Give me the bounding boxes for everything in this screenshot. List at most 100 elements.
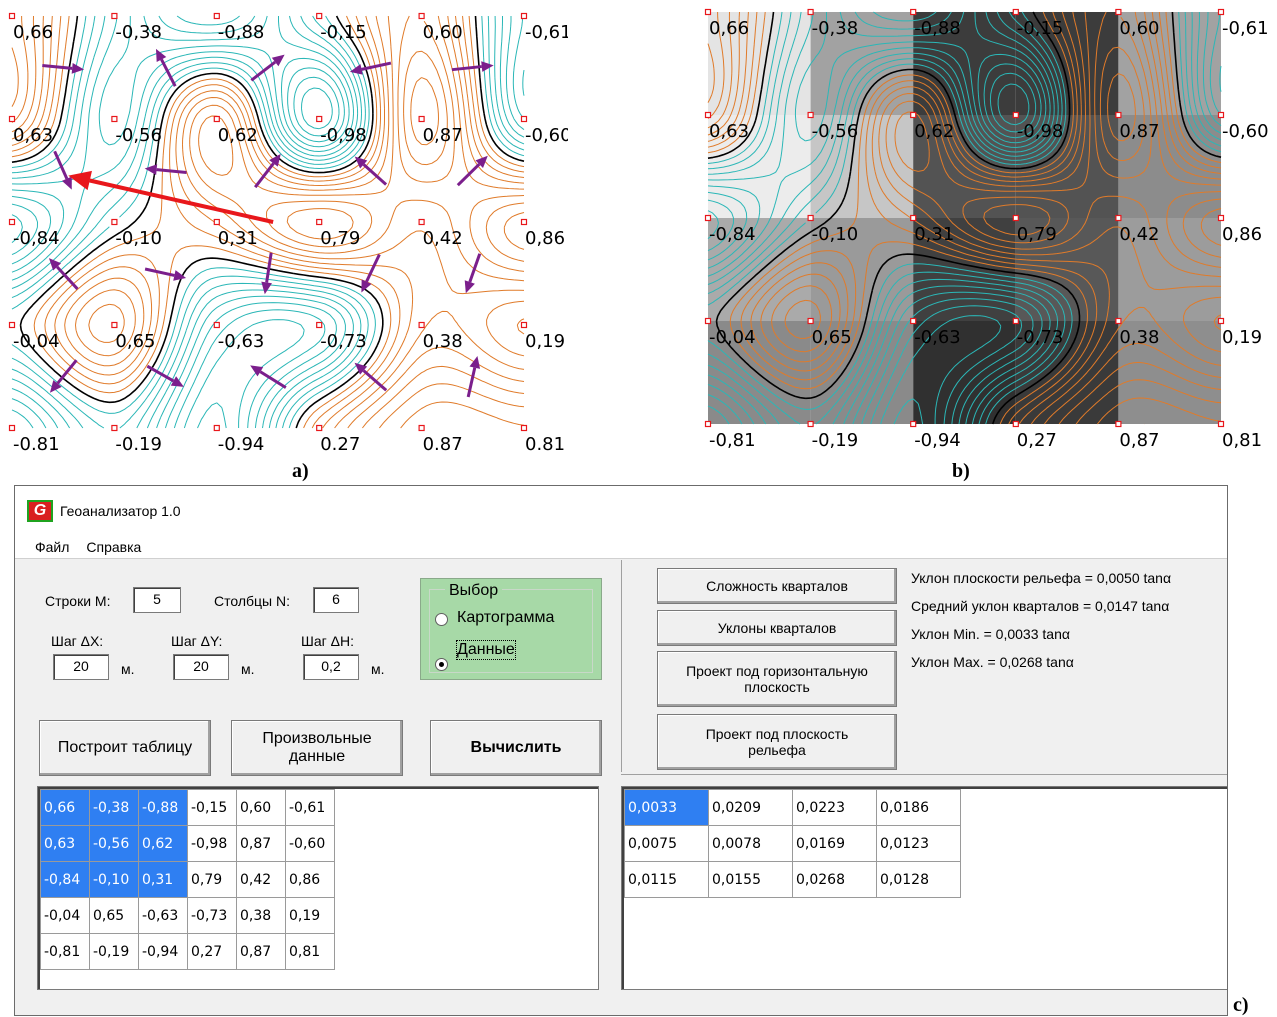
caption-c: c) [1233,994,1249,1016]
node-marker [1012,317,1019,325]
input-data-cell[interactable]: -0,10 [89,861,139,898]
input-data-cell[interactable]: -0,63 [138,897,188,934]
input-data-cell[interactable]: 0,27 [187,933,237,970]
input-data-cell[interactable]: -0,04 [40,897,90,934]
input-data-cell[interactable]: 0,62 [138,825,188,862]
slope-result-cell[interactable]: 0,0078 [708,825,793,862]
contour-line [707,11,1222,425]
slope-result-cell[interactable]: 0,0209 [708,789,793,826]
random-data-button[interactable]: Произвольные данные [231,720,403,776]
input-data-cell[interactable]: -0,38 [89,789,139,826]
arrow-head [173,270,187,281]
slope-results-grid[interactable]: 0,0033 0,0209 0,0223 0,0186 0,0075 0,0078 0,01… [621,786,1227,990]
input-data-cell[interactable]: 0,81 [285,933,335,970]
rows-input[interactable]: 5 [133,587,181,613]
input-data-cell[interactable]: -0,84 [40,861,90,898]
input-data-cell[interactable]: 0,60 [236,789,286,826]
input-data-cell[interactable]: -0,61 [285,789,335,826]
node-value-label: 0,86 [525,228,565,249]
slope-arrow [144,267,187,281]
input-data-cell[interactable]: -0,88 [138,789,188,826]
node-value-label: -0,73 [320,331,367,352]
node-value-label: -0,19 [812,430,859,451]
slopes-button[interactable]: Уклоны кварталов [657,610,897,646]
slope-result-cell[interactable]: 0,0033 [624,789,709,826]
slope-result-cell[interactable]: 0,0123 [876,825,961,862]
input-data-cell[interactable]: -0,94 [138,933,188,970]
input-data-cell[interactable]: -0,73 [187,897,237,934]
input-data-cell[interactable]: 0,79 [187,861,237,898]
input-data-cell[interactable]: -0,81 [40,933,90,970]
input-data-cell[interactable]: 0,65 [89,897,139,934]
arrow-head [464,280,475,294]
node-value-label: 0,19 [1222,327,1262,348]
node-value-label: 0,66 [709,18,749,39]
input-data-cell[interactable]: -0,56 [89,825,139,862]
node-value-label: -0,63 [914,327,961,348]
menu-help[interactable]: Справка [86,539,142,555]
node-value-label: 0,60 [423,22,463,43]
input-data-cell[interactable]: 0,38 [236,897,286,934]
input-data-cell[interactable]: -0,15 [187,789,237,826]
node-value-label: -0,84 [13,228,60,249]
arrow-shaft [156,168,187,174]
slope-result-cell[interactable]: 0,0223 [792,789,877,826]
arrow-head [349,64,363,75]
input-data-cell[interactable]: -0,60 [285,825,335,862]
input-data-cell[interactable]: 0,19 [285,897,335,934]
cols-input[interactable]: 6 [313,587,359,613]
input-data-cell[interactable]: 0,42 [236,861,286,898]
node-value-label: 0,63 [709,121,749,142]
slope-result-cell[interactable]: 0,0268 [792,861,877,898]
node-marker [1115,420,1122,428]
node-marker [807,420,814,428]
step-y-input[interactable]: 20 [173,654,229,680]
arrow-shaft [468,253,482,283]
node-value-label: 0,42 [423,228,463,249]
input-data-cell[interactable]: -0,98 [187,825,237,862]
input-data-cell[interactable]: 0,87 [236,825,286,862]
slope-result-cell[interactable]: 0,0128 [876,861,961,898]
project-horizontal-button[interactable]: Проект под горизонтальную плоскость [657,651,897,707]
radio-cartogram[interactable] [435,613,448,626]
node-value-label: 0,31 [914,224,954,245]
min-slope-result: Уклон Min. = 0,0033 tanα [911,626,1070,642]
arrow-head [71,62,85,74]
slope-result-cell[interactable]: 0,0115 [624,861,709,898]
node-value-label: -0,15 [1017,18,1064,39]
step-x-input[interactable]: 20 [53,654,109,680]
calculate-button[interactable]: Вычислить [430,720,602,776]
input-data-cell[interactable]: -0,19 [89,933,139,970]
input-data-cell[interactable]: 0,86 [285,861,335,898]
radio-data[interactable] [435,658,448,671]
node-marker [910,8,917,16]
input-data-grid[interactable]: 0,66 -0,38 -0,88 -0,15 0,60 -0,61 0,63 -0,56 0,6… [37,786,599,990]
slope-result-cell[interactable]: 0,0186 [876,789,961,826]
arrow-head [68,170,92,191]
build-table-button[interactable]: Построит таблицу [39,720,211,776]
input-data-cell[interactable]: 0,63 [40,825,90,862]
node-marker [910,111,917,119]
arrow-head [469,356,481,369]
input-data-cell[interactable]: 0,87 [236,933,286,970]
complexity-button[interactable]: Сложность кварталов [657,568,897,604]
radio-cartogram-label[interactable]: Картограмма [457,609,555,626]
choice-group: Выбор Картограмма Данные [420,578,602,680]
node-marker [316,12,323,20]
slope-result-cell[interactable]: 0,0169 [792,825,877,862]
menu-file[interactable]: Файл [35,539,70,555]
input-data-cell[interactable]: 0,31 [138,861,188,898]
contour-line [707,11,1222,425]
step-h-input[interactable]: 0,2 [303,654,359,680]
project-relief-button[interactable]: Проект под плоскость рельефа [657,714,897,770]
node-marker [418,424,425,432]
node-marker [418,218,425,226]
node-value-label: -0,04 [709,327,756,348]
radio-data-label[interactable]: Данные [456,640,516,660]
input-data-cell[interactable]: 0,66 [40,789,90,826]
slope-result-cell[interactable]: 0,0075 [624,825,709,862]
node-value-label: -0,81 [709,430,756,451]
slope-result-cell[interactable]: 0,0155 [708,861,793,898]
node-value-label: -0,60 [525,125,568,146]
node-value-label: 0,79 [320,228,360,249]
